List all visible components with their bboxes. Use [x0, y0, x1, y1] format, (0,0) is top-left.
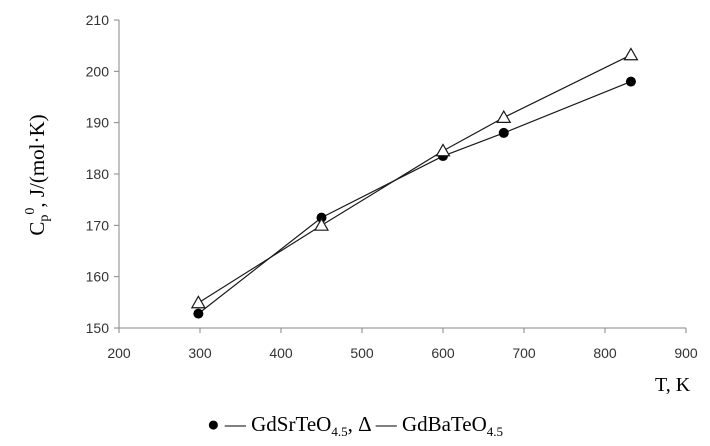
heat-capacity-chart: 200 300 400 500 600 700 800 900 150 160 170 180 190 2… — [23, 12, 698, 396]
y-tick-label: 160 — [86, 269, 110, 285]
y-axis-label: Cp0, J/(mol·K) — [23, 114, 52, 235]
x-axis-label: T, K — [655, 374, 691, 396]
data-point-triangle — [623, 47, 639, 61]
legend-separator: , — [347, 412, 359, 436]
series-line-1 — [198, 81, 632, 315]
legend-series-2: GdBaTeO — [401, 412, 487, 436]
legend-marker-circle: ● — [206, 412, 220, 436]
x-tick-label: 700 — [512, 345, 536, 361]
legend-series-1-sub: 4.5 — [331, 424, 348, 440]
y-axis-label-superscript: 0 — [23, 208, 38, 215]
y-tick-label: 180 — [86, 166, 110, 182]
axes — [114, 19, 687, 333]
series-line-2 — [198, 54, 632, 304]
y-axis-label-subscript: p — [37, 215, 52, 222]
y-tick-label: 200 — [86, 63, 110, 79]
data-point-triangle — [190, 295, 206, 309]
x-tick-label: 300 — [188, 345, 212, 361]
legend-caption: ● — GdSrTeO4.5, Δ — GdBaTeO4.5 — [0, 412, 710, 440]
data-point-triangle — [313, 217, 330, 231]
series-layer — [190, 47, 639, 319]
data-point-circle — [625, 76, 636, 87]
y-axis-label-symbol: C — [25, 222, 49, 236]
y-tick-label: 210 — [86, 12, 110, 28]
x-tick-label: 400 — [269, 345, 293, 361]
y-axis-label-units: , J/(mol·K) — [25, 114, 49, 207]
legend-dash: — — [370, 412, 402, 436]
legend-dash: — — [219, 412, 252, 436]
x-tick-label: 200 — [107, 345, 131, 361]
x-tick-label: 900 — [674, 345, 698, 361]
y-tick-label: 150 — [86, 320, 110, 336]
data-point-circle — [193, 308, 204, 319]
data-point-triangle — [496, 109, 512, 124]
data-point-circle — [498, 127, 509, 138]
legend-marker-triangle: Δ — [358, 412, 371, 436]
y-tick-label: 170 — [86, 217, 110, 233]
x-tick-label: 600 — [431, 345, 455, 361]
y-tick-label: 190 — [86, 115, 110, 131]
tick-labels: 200 300 400 500 600 700 800 900 150 160 170 180 190 2… — [86, 12, 698, 361]
legend-series-1: GdSrTeO — [251, 412, 332, 436]
x-tick-label: 800 — [593, 345, 617, 361]
x-tick-label: 500 — [350, 345, 374, 361]
data-point-triangle — [435, 143, 451, 157]
legend-series-2-sub: 4.5 — [486, 424, 504, 440]
